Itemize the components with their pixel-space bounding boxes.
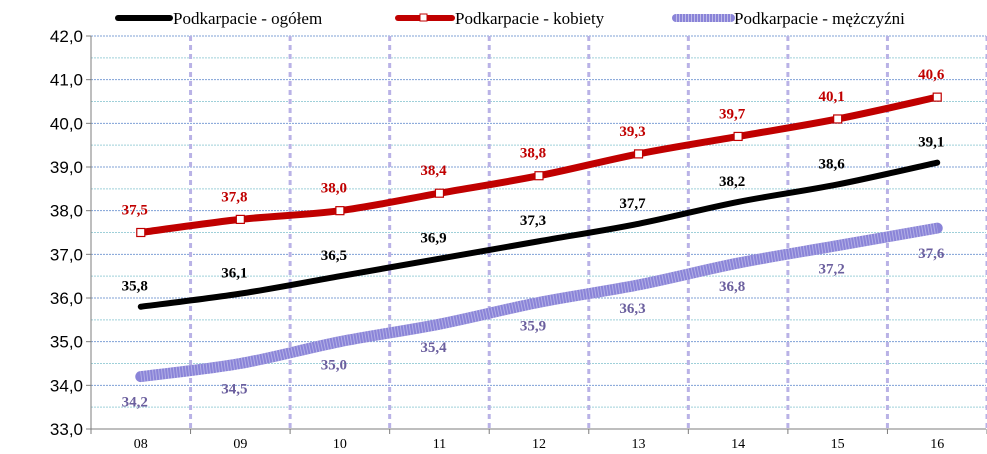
data-label-total: 36,1: [221, 266, 247, 282]
legend-item-men: Podkarpacie - mężczyźni: [672, 9, 905, 28]
x-tick-label: 15: [831, 437, 845, 452]
data-label-total: 37,7: [619, 196, 646, 212]
data-label-men: 34,2: [122, 395, 148, 411]
series-line-total: [137, 159, 941, 310]
data-point-women: [136, 227, 146, 238]
y-tick-label: 39,0: [50, 158, 83, 177]
series-line-men-hatch: [140, 222, 939, 383]
x-tick-label: 16: [930, 437, 944, 452]
data-label-total: 36,9: [420, 231, 446, 247]
series-layer: [135, 92, 943, 383]
legend-label-men: Podkarpacie - mężczyźni: [734, 9, 905, 28]
data-label-total: 38,6: [819, 156, 846, 172]
x-tick-label: 10: [333, 437, 347, 452]
data-label-men: 37,2: [819, 262, 845, 278]
data-label-women: 40,1: [819, 89, 845, 105]
data-label-women: 38,8: [520, 146, 546, 162]
legend-label-women: Podkarpacie - kobiety: [455, 9, 605, 28]
x-tick-label: 14: [731, 437, 745, 452]
legend-marker-women: [419, 13, 428, 22]
x-tick-label: 13: [632, 437, 646, 452]
data-point-women: [932, 92, 942, 102]
data-label-men: 37,6: [918, 246, 945, 262]
data-label-total: 35,8: [122, 279, 148, 295]
data-label-women: 39,7: [719, 106, 746, 122]
data-label-men: 36,8: [719, 279, 745, 295]
x-tick-label: 12: [532, 437, 546, 452]
y-tick-label: 42,0: [50, 27, 83, 46]
data-labels-layer: 35,8 36,1 36,5 36,9 37,3 37,7 38,2 38,6 39,1 37,5…: [122, 67, 945, 410]
legend: Podkarpacie - ogółem Podkarpacie - kobie…: [115, 9, 905, 28]
y-tick-label: 38,0: [50, 202, 83, 221]
data-point-women: [733, 131, 743, 142]
data-point-women: [335, 206, 345, 216]
data-label-women: 37,5: [122, 203, 148, 219]
x-tick-label: 09: [233, 437, 247, 452]
data-point-women: [833, 114, 843, 124]
legend-item-women: Podkarpacie - kobiety: [395, 9, 605, 28]
y-tick-label: 37,0: [50, 245, 83, 264]
data-label-men: 36,3: [619, 301, 645, 317]
y-tick-label: 36,0: [50, 289, 83, 308]
data-point-women: [534, 171, 544, 181]
data-label-men: 35,0: [321, 358, 347, 374]
data-label-women: 38,0: [321, 181, 347, 197]
y-tick-label: 34,0: [50, 376, 83, 395]
y-tick-label: 40,0: [50, 114, 83, 133]
data-label-women: 38,4: [420, 163, 447, 179]
x-tick-label: 11: [433, 437, 446, 452]
data-point-women: [434, 188, 445, 198]
data-label-total: 38,2: [719, 174, 745, 190]
legend-label-total: Podkarpacie - ogółem: [173, 9, 322, 28]
y-tick-label: 41,0: [50, 71, 83, 90]
x-tick-label: 08: [134, 437, 148, 452]
y-tick-label: 35,0: [50, 333, 83, 352]
data-label-men: 35,9: [520, 318, 546, 334]
data-label-women: 39,3: [619, 124, 645, 140]
data-point-women: [235, 214, 245, 224]
legend-item-total: Podkarpacie - ogółem: [115, 9, 322, 28]
data-label-men: 34,5: [221, 382, 247, 398]
y-tick-label: 33,0: [50, 420, 83, 439]
chart-axes: 33,0 34,0 35,0 36,0 37,0 38,0 39,0 40,0 41,0 42,0…: [50, 27, 987, 452]
data-label-total: 37,3: [520, 213, 546, 229]
data-label-women: 37,8: [221, 189, 247, 205]
data-point-women: [633, 149, 644, 159]
data-label-men: 35,4: [420, 340, 447, 356]
data-label-total: 36,5: [321, 248, 347, 264]
series-line-men: [135, 222, 943, 383]
data-label-total: 39,1: [918, 135, 944, 151]
data-label-women: 40,6: [918, 67, 945, 83]
